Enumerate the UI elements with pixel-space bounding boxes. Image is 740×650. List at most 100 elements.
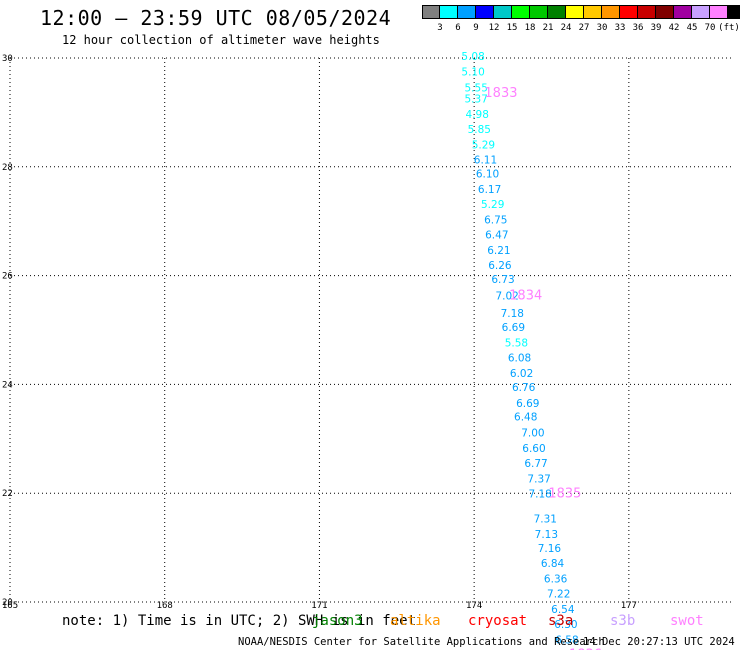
wave-height-label: 6.17 (478, 184, 501, 196)
wave-height-label: 7.18 (501, 308, 524, 320)
colorbar-swatch (602, 5, 620, 19)
colorbar-unit: (ft) (718, 23, 740, 33)
wave-height-label: 5.55 (465, 83, 488, 95)
wave-height-label: 6.69 (502, 322, 525, 334)
colorbar-label: 6 (455, 23, 461, 33)
wave-height-label: 6.30 (554, 619, 577, 631)
wave-height-label: 7.02 (495, 291, 518, 303)
colorbar-frame (422, 5, 740, 19)
colorbar-label: 9 (473, 23, 479, 33)
wave-height-label: 6.75 (484, 214, 507, 226)
wave-height-label: 6.36 (544, 573, 568, 585)
colorbar-swatch (440, 5, 458, 19)
colorbar-swatch (584, 5, 602, 19)
pass-time-label: 1835 (548, 487, 581, 502)
y-tick-label: 26 (2, 272, 13, 282)
wave-height-label: 5.29 (481, 199, 504, 211)
colorbar-swatch (530, 5, 548, 19)
wave-height-label: 6.21 (487, 245, 510, 257)
wave-height-label: 6.26 (488, 260, 512, 272)
wave-height-label: 6.84 (541, 558, 565, 570)
wave-height-label: 5.58 (505, 337, 528, 349)
colorbar-swatch (458, 5, 476, 19)
colorbar-swatch (620, 5, 638, 19)
x-tick-label: 168 (157, 601, 173, 611)
colorbar-label: 18 (524, 23, 536, 33)
satellite-swot: swot (670, 613, 704, 629)
wave-height-label: 5.29 (472, 139, 495, 151)
wave-height-label: 6.08 (508, 353, 531, 365)
colorbar-label: 70 (704, 23, 716, 33)
wave-height-label: 7.18 (528, 489, 551, 501)
wave-height-label: 6.48 (514, 411, 537, 423)
wave-height-label: 6.10 (476, 169, 499, 181)
colorbar-label: 27 (578, 23, 590, 33)
x-tick-label: 177 (621, 601, 637, 611)
footer-note: note: 1) Time is in UTC; 2) SWH is in fe… (62, 613, 417, 629)
colorbar-label: 12 (488, 23, 500, 33)
wave-height-label: 7.16 (538, 543, 562, 555)
colorbar-swatch (512, 5, 530, 19)
page-subtitle: 12 hour collection of altimeter wave hei… (62, 33, 380, 47)
colorbar-label: 21 (542, 23, 554, 33)
pass-time-label: 1833 (484, 86, 517, 101)
x-tick-label: 174 (466, 601, 482, 611)
satellite-cryosat: cryosat (468, 613, 528, 629)
wave-height-label: 6.73 (491, 274, 514, 286)
wave-height-label: 4.98 (466, 109, 489, 121)
wave-height-label: 5.37 (465, 94, 488, 106)
colorbar-label: 3 (437, 23, 443, 33)
colorbar-label: 15 (506, 23, 518, 33)
colorbar-swatch (422, 5, 440, 19)
wave-height-label: 6.77 (524, 458, 547, 470)
colorbar-swatch (710, 5, 728, 19)
colorbar-swatch (548, 5, 566, 19)
wave-height-label: 5.85 (468, 124, 491, 136)
wave-height-label: 6.76 (512, 382, 536, 394)
colorbar-swatch (494, 5, 512, 19)
colorbar-swatch (638, 5, 656, 19)
satellite-s3b: s3b (610, 613, 636, 629)
colorbar-label: 42 (668, 23, 680, 33)
wave-height-label: 5.08 (461, 51, 484, 63)
pass-time-label: 1834 (509, 289, 542, 304)
colorbar-label: 45 (686, 23, 698, 33)
x-tick-label: 171 (311, 601, 327, 611)
colorbar-label: 33 (614, 23, 626, 33)
y-tick-label: 28 (2, 163, 13, 173)
wave-height-label: 6.54 (551, 604, 575, 616)
page-title: 12:00 – 23:59 UTC 08/05/2024 (40, 6, 392, 30)
wave-height-label: 7.00 (521, 428, 544, 440)
satellite-altika: altika (390, 613, 441, 629)
colorbar-swatch (476, 5, 494, 19)
y-tick-label: 30 (2, 54, 13, 64)
wave-height-label: 7.37 (527, 473, 550, 485)
colorbar-label: 24 (560, 23, 572, 33)
colorbar-label: 30 (596, 23, 608, 33)
x-tick-label: 165 (2, 601, 18, 611)
wave-height-label: 6.60 (522, 443, 545, 455)
wave-height-label: 5.10 (461, 66, 484, 78)
wave-height-label: 7.13 (535, 529, 558, 541)
footer-credit: NOAA/NESDIS Center for Satellite Applica… (238, 636, 605, 648)
wave-height-label: 7.22 (547, 589, 570, 601)
y-tick-label: 22 (2, 489, 13, 499)
wave-height-label: 6.02 (510, 368, 533, 380)
colorbar-swatch (656, 5, 674, 19)
pass-time-label: 1836 (569, 648, 602, 650)
colorbar-swatch (566, 5, 584, 19)
y-tick-label: 20 (2, 598, 13, 608)
y-tick-label: 24 (2, 380, 13, 390)
wave-height-label: 7.31 (534, 514, 557, 526)
colorbar-swatch (692, 5, 710, 19)
satellite-s3a: s3a (548, 613, 574, 629)
wave-height-label: 6.58 (555, 634, 578, 646)
colorbar-swatch (674, 5, 692, 19)
colorbar-label: 36 (632, 23, 644, 33)
satellite-jason3: jason3 (312, 613, 363, 629)
colorbar-label: 39 (650, 23, 662, 33)
colorbar-swatch (728, 5, 740, 19)
wave-height-label: 6.11 (474, 155, 497, 167)
wave-height-label: 6.47 (485, 230, 508, 242)
